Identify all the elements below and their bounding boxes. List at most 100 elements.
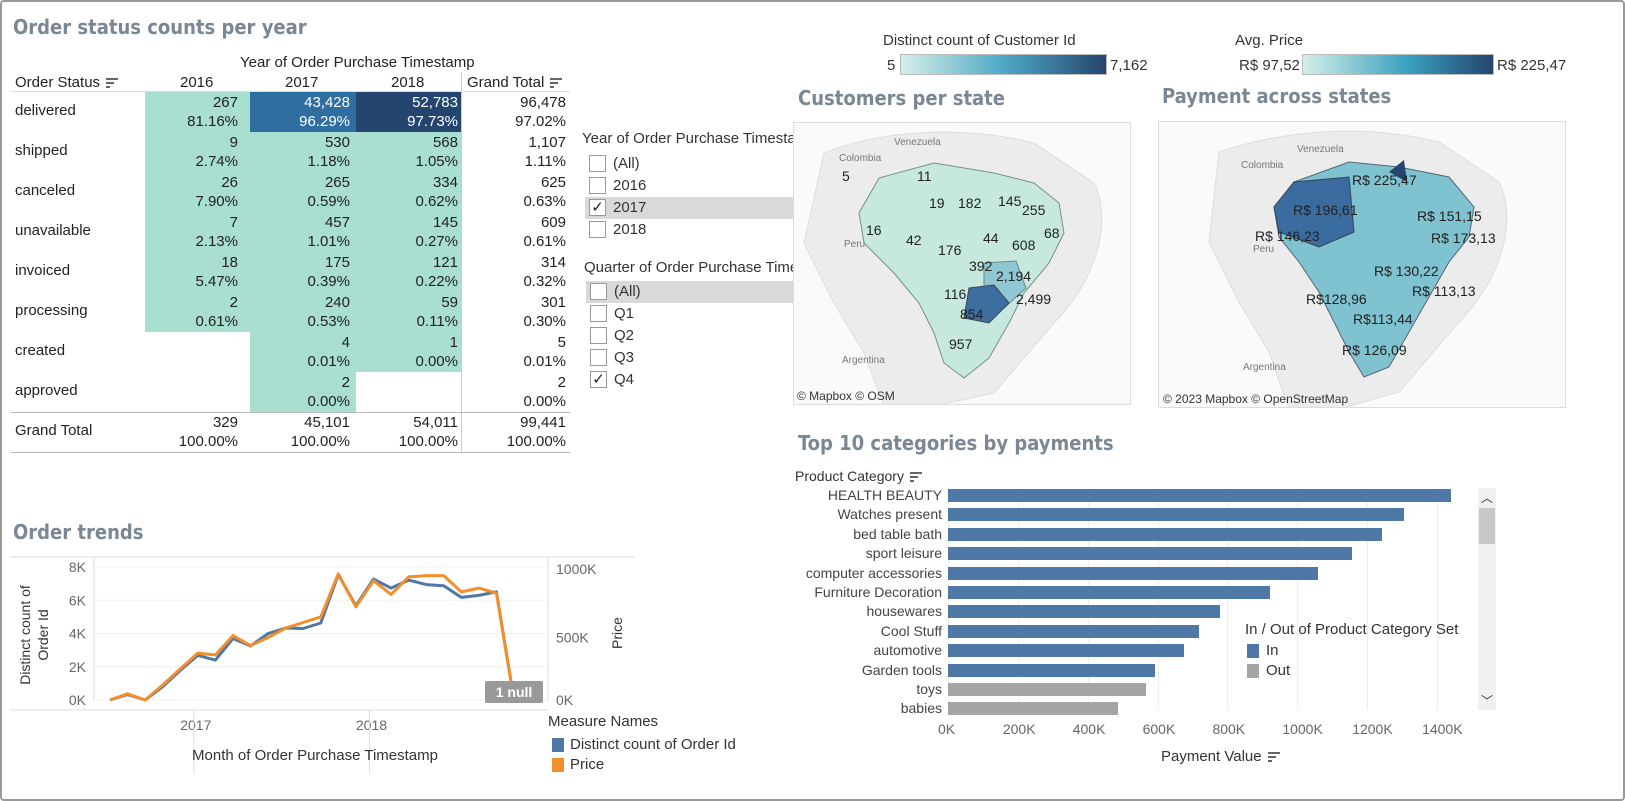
row-header[interactable]: Order Status: [15, 74, 119, 91]
percent-value: 96.29%: [299, 113, 350, 130]
null-indicator-badge[interactable]: 1 null: [485, 681, 543, 703]
count-value: 457: [324, 214, 350, 231]
category-label[interactable]: HEALTH BEAUTY: [827, 487, 942, 503]
grand-total-rule: [10, 412, 570, 413]
status-row-label[interactable]: delivered: [15, 102, 76, 119]
category-label[interactable]: housewares: [866, 603, 943, 620]
status-row-label[interactable]: processing: [15, 302, 88, 319]
count-value: 96,478: [520, 94, 566, 111]
filter-option-label[interactable]: 2018: [613, 221, 647, 238]
status-title: Order status counts per year: [13, 15, 307, 39]
top10-legend-title: In / Out of Product Category Set: [1245, 621, 1459, 638]
heat-cell: [356, 172, 462, 212]
bar[interactable]: [948, 527, 1382, 541]
count-value: 334: [432, 174, 458, 191]
checkbox[interactable]: [589, 155, 606, 172]
status-row-label[interactable]: canceled: [15, 182, 76, 199]
count-value: 18: [221, 254, 238, 271]
customers-map[interactable]: Venezuela Colombia Peru Argentina 5 11 19 182 14…: [793, 122, 1131, 405]
state-value-label: 176: [938, 242, 962, 258]
top10-xlabel-text: Payment Value: [1161, 748, 1262, 765]
checkbox-checked[interactable]: ✓: [589, 199, 606, 216]
scroll-up-icon[interactable]: ︿: [1481, 491, 1494, 505]
grand-total-header[interactable]: Grand Total: [467, 74, 563, 91]
checkbox[interactable]: [589, 177, 606, 194]
trends-chart[interactable]: 8K 6K 4K 2K 0K 1000K 500K 0K 2017 2018 Month of Or…: [10, 555, 635, 773]
bar[interactable]: [948, 605, 1221, 619]
state-value-label: 608: [1012, 237, 1036, 253]
bar[interactable]: [948, 644, 1185, 658]
bar[interactable]: [948, 683, 1146, 696]
checkbox[interactable]: [590, 327, 607, 344]
status-row-label[interactable]: created: [15, 342, 66, 359]
bar[interactable]: [948, 489, 1452, 502]
heat-cell: [250, 332, 356, 372]
count-value: 265: [324, 174, 350, 191]
status-row-label[interactable]: approved: [15, 382, 78, 399]
sort-icon[interactable]: [1267, 752, 1280, 763]
category-label[interactable]: computer accessories: [805, 564, 942, 581]
category-label[interactable]: Cool Stuff: [880, 622, 942, 639]
price-legend-title: Avg. Price: [1235, 32, 1304, 49]
category-label[interactable]: babies: [900, 700, 942, 717]
checkbox[interactable]: [590, 283, 607, 300]
bar[interactable]: [948, 702, 1118, 716]
status-crosstab[interactable]: Year of Order Purchase Timestamp Order St…: [10, 52, 590, 472]
category-label[interactable]: Garden tools: [861, 661, 942, 678]
top10-ylabel: Product Category: [795, 468, 922, 484]
x-gridline: [1367, 488, 1369, 710]
filter-option-label[interactable]: Q2: [614, 327, 635, 344]
x-axis-tick: 0K: [938, 721, 956, 737]
state-value-label: 392: [969, 258, 993, 274]
category-label[interactable]: sport leisure: [865, 545, 942, 562]
sort-icon[interactable]: [106, 78, 119, 89]
status-row-label[interactable]: invoiced: [15, 262, 71, 279]
left-axis-label-line: Distinct count of: [17, 585, 33, 685]
scrollbar-thumb[interactable]: [1479, 508, 1495, 544]
checkbox[interactable]: [590, 305, 607, 322]
x-axis-tick: 800K: [1212, 721, 1246, 737]
sort-icon[interactable]: [909, 472, 922, 483]
status-row-label[interactable]: shipped: [15, 142, 68, 159]
payment-map-attribution: © 2023 Mapbox © OpenStreetMap: [1163, 392, 1349, 406]
category-label[interactable]: Watches present: [837, 506, 942, 523]
bar[interactable]: [948, 566, 1319, 580]
bar[interactable]: [948, 624, 1200, 638]
category-label[interactable]: toys: [916, 681, 942, 697]
filter-option-label[interactable]: 2016: [613, 177, 647, 194]
checkbox[interactable]: [589, 221, 606, 238]
count-value: 7: [229, 214, 238, 231]
category-label[interactable]: Furniture Decoration: [814, 584, 942, 600]
count-value: 2: [229, 294, 238, 311]
percent-value: 0.63%: [523, 193, 566, 210]
checkbox-checked[interactable]: ✓: [590, 371, 607, 388]
scroll-down-icon[interactable]: ﹀: [1481, 694, 1494, 708]
filter-option-label[interactable]: 2017: [613, 199, 647, 216]
count-value: 240: [324, 294, 350, 311]
bar[interactable]: [948, 663, 1156, 677]
filter-option-label[interactable]: Q4: [614, 371, 635, 388]
category-label[interactable]: bed table bath: [853, 525, 942, 542]
filter-option-label[interactable]: (All): [614, 283, 641, 300]
checkbox[interactable]: [590, 349, 607, 366]
bar[interactable]: [948, 547, 1353, 561]
bar[interactable]: [948, 508, 1404, 522]
payment-map[interactable]: Venezuela Colombia Peru Argentina R$ 225,47 R…: [1158, 121, 1566, 408]
grand-total-count: 54,011: [413, 414, 458, 431]
count-value: 59: [441, 294, 458, 311]
category-label[interactable]: automotive: [873, 642, 942, 659]
filter-option-label[interactable]: Q1: [614, 305, 635, 322]
legend-label: Out: [1266, 662, 1291, 679]
legend-label: Price: [570, 756, 605, 773]
count-value: 1: [449, 334, 458, 351]
sort-icon[interactable]: [550, 78, 563, 89]
bar[interactable]: [948, 586, 1271, 599]
count-value: 52,783: [412, 94, 458, 111]
filter-option-label[interactable]: (All): [613, 155, 640, 172]
country-label: Colombia: [1241, 160, 1284, 171]
top10-scrollbar[interactable]: ︿ ﹀: [1478, 488, 1496, 710]
percent-value: 97.73%: [407, 113, 458, 130]
top10-xlabel: Payment Value: [1161, 748, 1280, 765]
status-row-label[interactable]: unavailable: [15, 222, 91, 239]
filter-option-label[interactable]: Q3: [614, 349, 635, 366]
